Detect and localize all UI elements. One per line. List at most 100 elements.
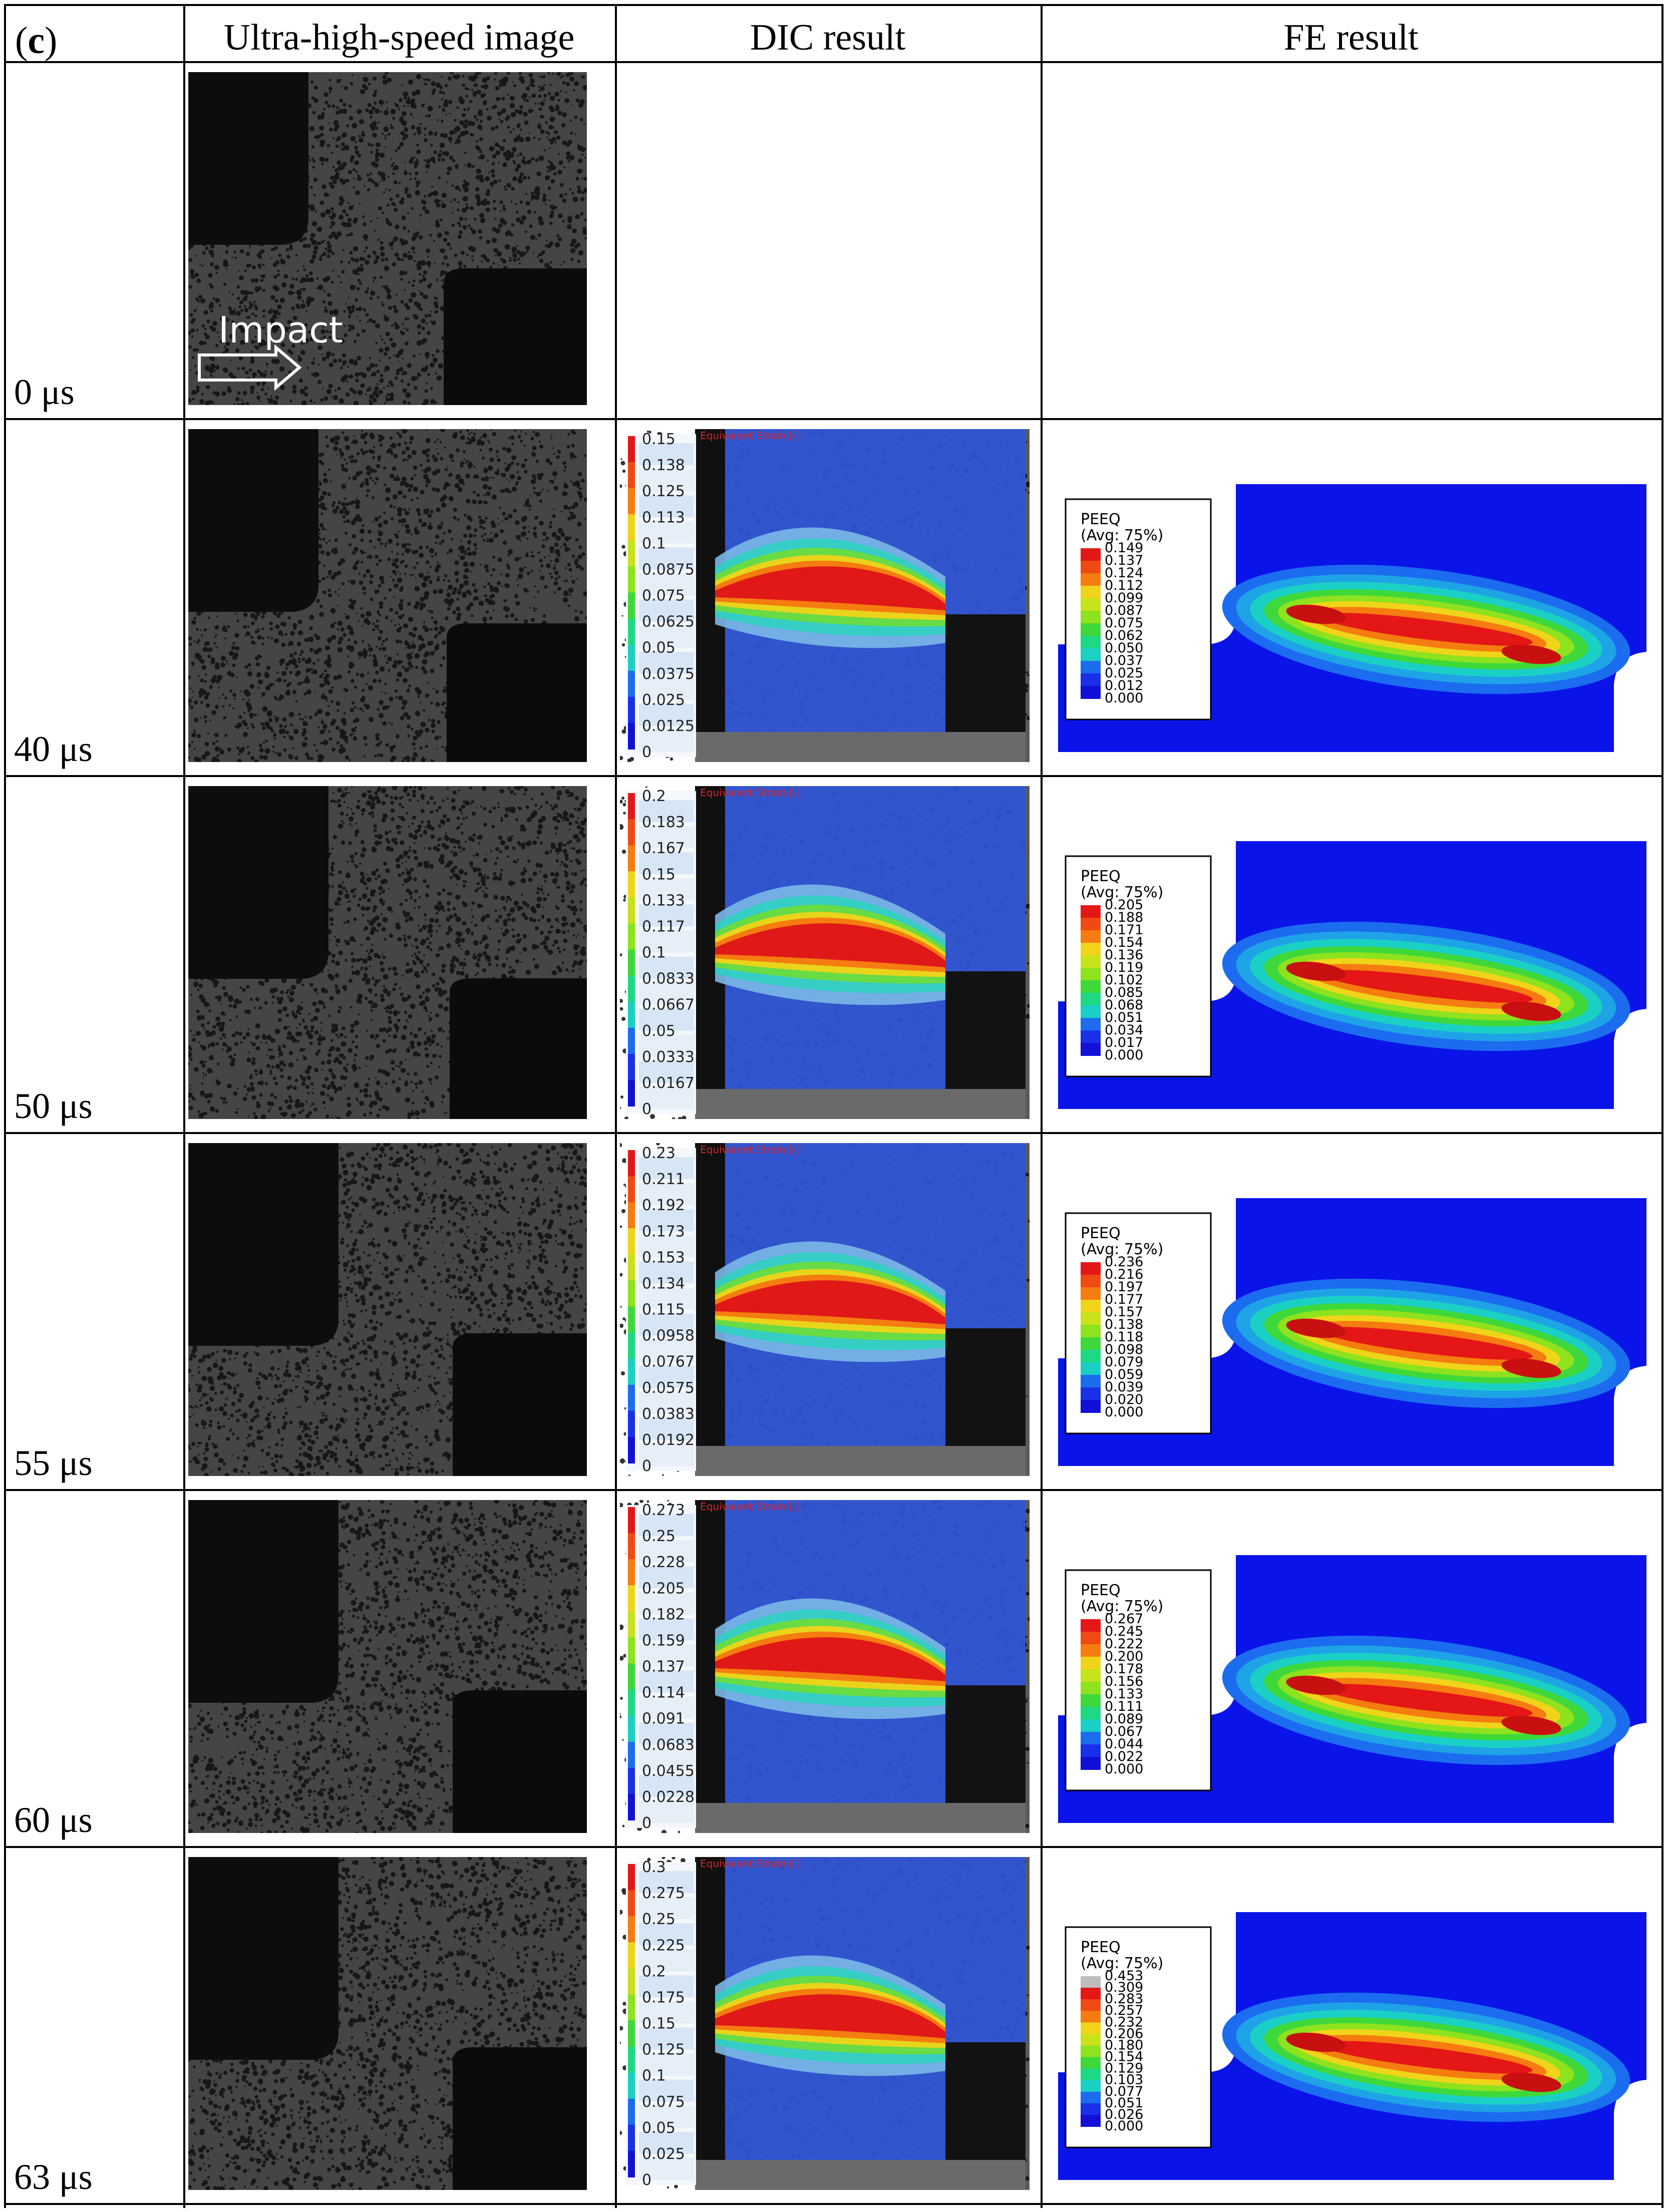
dic-legend-swatch <box>628 1027 635 1054</box>
fe-legend-label: 0.124 <box>1105 565 1143 581</box>
dic-legend-label: 0.133 <box>642 892 685 909</box>
dic-legend-label: 0.0575 <box>642 1379 695 1397</box>
fe-legend-label: 0.099 <box>1105 590 1143 606</box>
fe-legend-swatch <box>1081 2080 1101 2092</box>
dic-legend-label: 0.075 <box>642 587 685 605</box>
fe-legend-swatch <box>1081 2045 1101 2058</box>
fe-legend-swatch <box>1081 1757 1101 1770</box>
dic-legend-swatch <box>628 1079 635 1107</box>
dic-legend-swatch <box>628 1689 635 1716</box>
fe-legend-label: 0.200 <box>1105 1649 1143 1664</box>
fe-legend-label: 0.034 <box>1105 1022 1143 1038</box>
fe-legend-swatch <box>1081 1275 1101 1288</box>
dic-title: Equivalent Strain [-] <box>700 1501 801 1513</box>
grid-vline <box>1041 4 1043 2208</box>
dic-legend-label: 0.05 <box>642 1022 676 1040</box>
dic-bottom-strip <box>695 732 1026 762</box>
dic-legend-label: 0.0192 <box>642 1431 695 1449</box>
dic-legend-swatch <box>628 2124 635 2151</box>
dic-legend-label: 0.1 <box>642 944 666 962</box>
fe-canvas: PEEQ(Avg: 75%)0.2050.1880.1710.1540.1360… <box>1058 841 1646 1109</box>
fe-legend-label: 0.178 <box>1105 1661 1143 1677</box>
fe-legend-swatch <box>1081 1694 1101 1707</box>
dic-legend-band <box>639 2053 694 2076</box>
fe-legend-swatch <box>1081 2034 1101 2046</box>
dic-legend-label: 0.0167 <box>642 1074 695 1092</box>
dic-result: Equivalent Strain [-] 0.3 0.275 0.25 0.225 0.… <box>620 1857 1030 2190</box>
dic-legend-label: 0.153 <box>642 1249 685 1266</box>
dic-legend-band <box>639 469 694 492</box>
dic-legend-swatch <box>628 1968 635 1995</box>
fe-legend-label: 0.137 <box>1105 553 1143 568</box>
fe-hotspot <box>1501 1358 1561 1378</box>
dic-canvas: Equivalent Strain [-] 0.23 0.211 0.192 0.173… <box>620 1143 1030 1476</box>
fe-legend-label: 0.077 <box>1105 2084 1143 2099</box>
fe-legend-swatch <box>1081 598 1101 611</box>
fe-legend-swatch <box>1081 1632 1101 1645</box>
fe-legend-label: 0.087 <box>1105 603 1143 618</box>
dic-strain-band <box>715 923 945 968</box>
dic-legend-label: 0.025 <box>642 691 685 709</box>
grid-vline <box>4 4 6 2208</box>
dic-legend-band <box>639 1722 694 1745</box>
column-header-speed: Ultra-high-speed image <box>183 19 615 56</box>
fe-legend-swatch <box>1081 1300 1101 1313</box>
dic-result: Equivalent Strain [-] 0.273 0.25 0.228 0.205… <box>620 1500 1030 1833</box>
dic-legend-swatch <box>628 1228 635 1255</box>
dic-legend-swatch <box>628 462 635 489</box>
time-label: 55 μs <box>14 1445 93 1481</box>
dic-legend-band <box>639 904 694 927</box>
fe-legend-subtitle: (Avg: 75%) <box>1081 884 1163 901</box>
fe-legend-title: PEEQ <box>1081 1225 1121 1242</box>
fe-legend-label: 0.309 <box>1105 1980 1143 1995</box>
dic-legend-swatch <box>628 1053 635 1080</box>
dic-legend-swatch <box>628 975 635 1002</box>
dic-legend-label: 0.275 <box>642 1885 685 1902</box>
dic-legend-label: 0.0767 <box>642 1353 695 1371</box>
dic-legend-label: 0.2 <box>642 1963 666 1980</box>
dic-legend-swatch <box>628 2046 635 2073</box>
fe-legend-label: 0.206 <box>1105 2026 1143 2041</box>
dic-legend-band <box>639 1313 694 1336</box>
dic-legend-label: 0.173 <box>642 1223 685 1240</box>
dic-legend-swatch <box>628 1332 635 1359</box>
fe-legend-swatch <box>1081 648 1101 661</box>
fe-legend-label: 0.067 <box>1105 1724 1143 1739</box>
dic-legend-swatch <box>628 696 635 723</box>
dic-legend-band <box>639 852 694 875</box>
fe-legend-swatch <box>1081 1732 1101 1745</box>
speed-image <box>188 429 587 762</box>
fe-hotspot <box>1286 604 1346 624</box>
dic-legend-swatch <box>628 618 635 645</box>
dic-legend-label: 0.0455 <box>642 1762 695 1780</box>
dic-legend-band <box>639 1800 694 1823</box>
dic-result: Equivalent Strain [-] 0.15 0.138 0.125 0.113… <box>620 429 1030 762</box>
dic-legend-swatch <box>628 845 635 872</box>
dic-legend-label: 0.0375 <box>642 665 695 683</box>
fe-legend-swatch <box>1081 2011 1101 2023</box>
dic-legend-band <box>639 1209 694 1232</box>
dic-strain-band <box>715 1280 945 1325</box>
dic-legend-band <box>639 703 694 726</box>
dic-legend-band <box>639 521 694 544</box>
dic-legend-band <box>639 878 694 901</box>
fe-legend-label: 0.089 <box>1105 1711 1143 1727</box>
dic-legend-band <box>639 1060 694 1083</box>
fe-canvas: PEEQ(Avg: 75%)0.1490.1370.1240.1120.0990… <box>1058 484 1646 752</box>
fe-legend-label: 0.017 <box>1105 1035 1143 1050</box>
grid-hline <box>4 4 1663 6</box>
speed-image-canvas <box>188 1143 587 1476</box>
fe-legend-swatch <box>1081 1043 1101 1056</box>
fe-legend-label: 0.075 <box>1105 615 1143 631</box>
grid-hline <box>4 1132 1663 1134</box>
fe-contour <box>1319 613 1533 646</box>
dic-legend-swatch <box>628 1436 635 1463</box>
dic-legend-swatch <box>628 1611 635 1638</box>
fe-legend-swatch <box>1081 918 1101 931</box>
dic-legend-label: 0.117 <box>642 918 685 935</box>
dic-legend-swatch <box>628 592 635 619</box>
fe-legend-label: 0.000 <box>1105 1404 1143 1420</box>
time-label: 0 μs <box>14 374 75 410</box>
fe-legend-label: 0.133 <box>1105 1686 1143 1702</box>
grid-vline <box>1661 4 1663 2208</box>
